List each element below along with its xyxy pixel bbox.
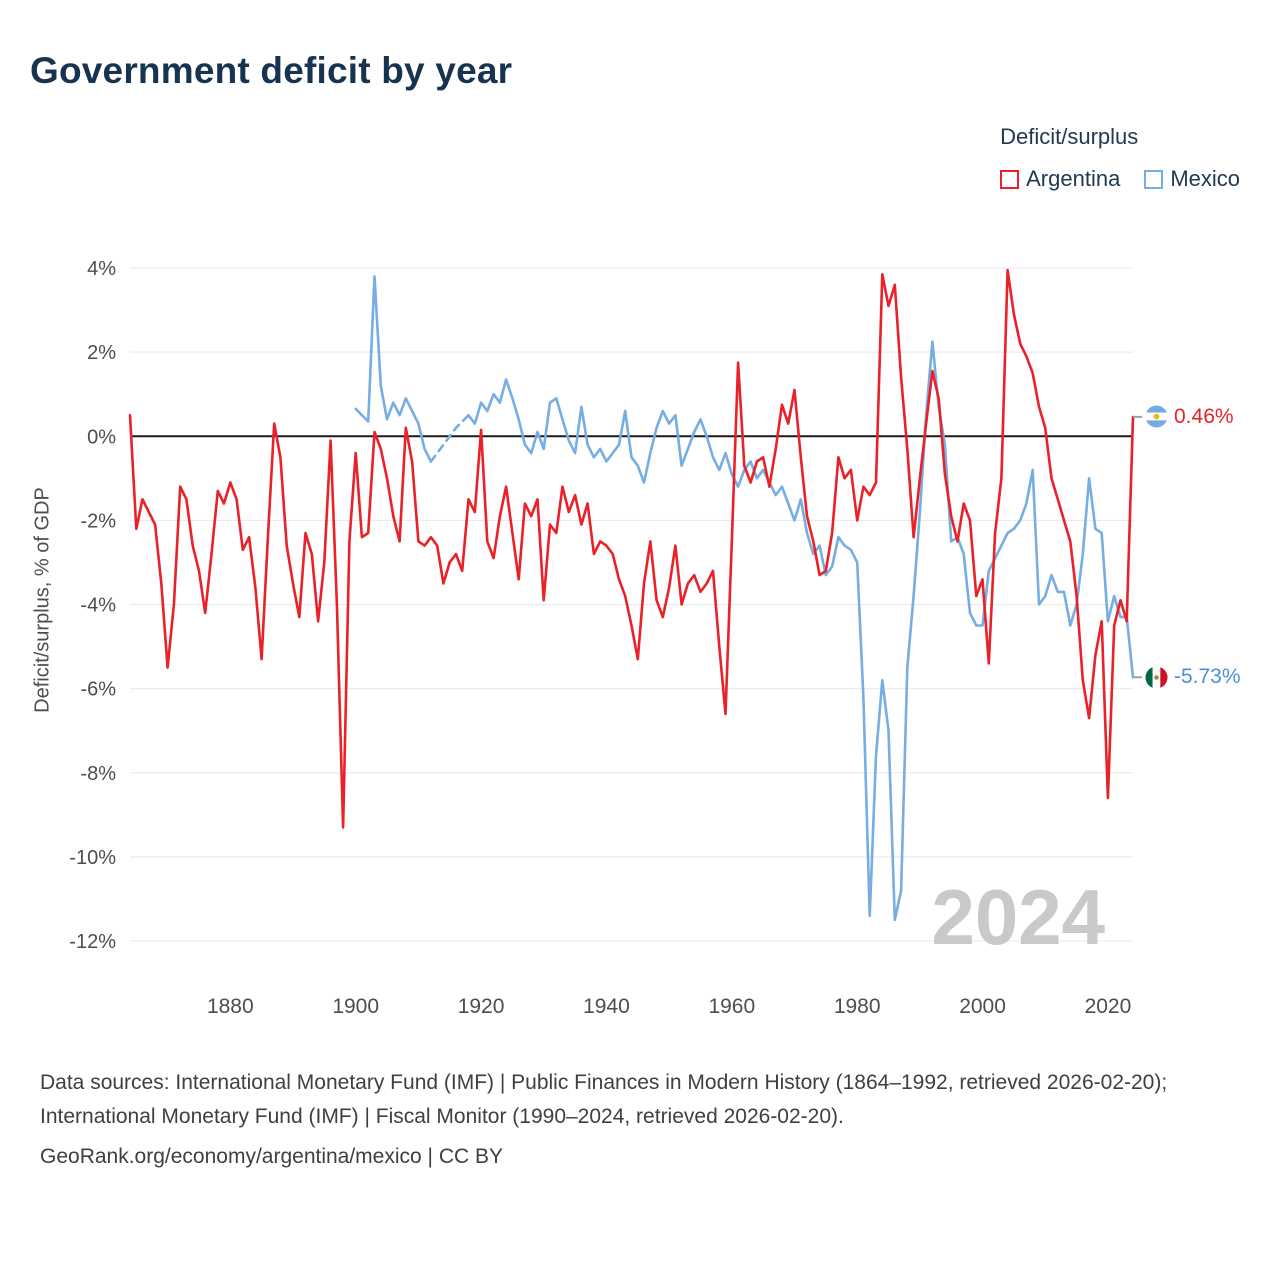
mexico-line — [354, 275, 433, 463]
y-tick-label: -2% — [80, 510, 116, 532]
y-tick-label: 4% — [87, 258, 116, 280]
page-title: Government deficit by year — [30, 50, 513, 91]
y-tick-label: -6% — [80, 679, 116, 701]
legend-entry-argentina[interactable]: Argentina — [1000, 166, 1120, 192]
legend-title: Deficit/surplus — [1000, 124, 1139, 149]
legend-entries: Argentina Mexico — [1000, 166, 1240, 192]
legend: Deficit/surplus Argentina Mexico — [1000, 124, 1240, 192]
mexico-end-label: -5.73% — [1145, 664, 1241, 690]
y-tick-label: 2% — [87, 342, 116, 364]
argentina-swatch-icon — [1000, 169, 1020, 189]
watermark-year: 2024 — [931, 873, 1105, 961]
y-tick-label: 0% — [87, 426, 116, 448]
x-tick-label: 1960 — [708, 995, 755, 1018]
mexico-line — [467, 340, 1135, 922]
legend-label-argentina: Argentina — [1026, 166, 1121, 191]
x-tick-label: 2020 — [1085, 995, 1132, 1018]
mexico-flag-icon — [1145, 666, 1168, 689]
legend-entry-mexico[interactable]: Mexico — [1144, 166, 1240, 192]
x-tick-label: 1880 — [207, 995, 254, 1018]
data-sources-text: Data sources: International Monetary Fun… — [40, 1071, 1168, 1129]
y-tick-label: -4% — [80, 595, 116, 617]
x-tick-label: 2000 — [959, 995, 1006, 1018]
y-tick-label: -12% — [69, 931, 116, 953]
x-tick-label: 1940 — [583, 995, 630, 1018]
x-tick-label: 1980 — [834, 995, 881, 1018]
legend-label-mexico: Mexico — [1170, 166, 1240, 191]
argentina-end-value: 0.46% — [1174, 404, 1234, 428]
y-tick-label: -10% — [69, 847, 116, 869]
mexico-line — [429, 413, 470, 463]
argentina-flag-icon — [1145, 405, 1168, 428]
mexico-end-value: -5.73% — [1174, 665, 1241, 689]
argentina-line — [128, 268, 1135, 829]
mexico-swatch-icon — [1144, 169, 1164, 189]
footer: Data sources: International Monetary Fun… — [40, 1066, 1236, 1174]
x-tick-label: 1920 — [458, 995, 505, 1018]
y-axis-title: Deficit/surplus, % of GDP — [31, 487, 54, 713]
y-tick-label: -8% — [80, 763, 116, 785]
attribution-text: GeoRank.org/economy/argentina/mexico | C… — [40, 1145, 504, 1169]
argentina-end-label: 0.46% — [1145, 404, 1234, 430]
x-tick-label: 1900 — [332, 995, 379, 1018]
